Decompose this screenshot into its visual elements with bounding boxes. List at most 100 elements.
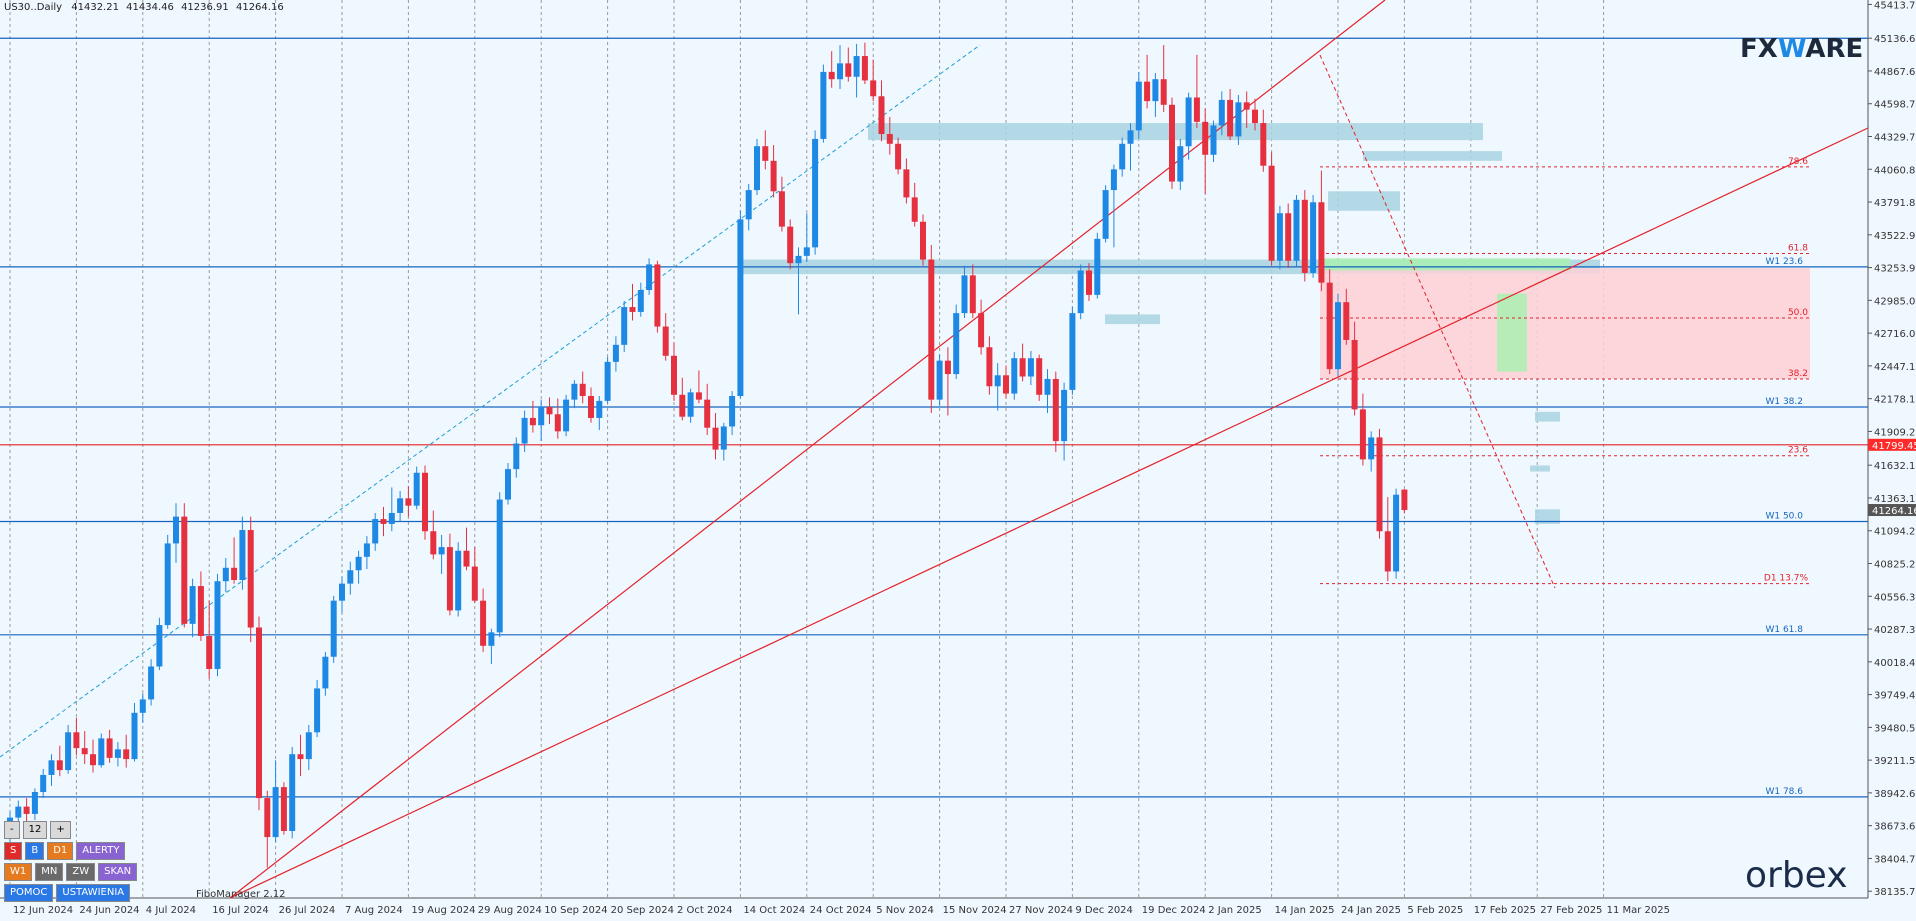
candle (803, 213, 810, 262)
candle-body (521, 417, 528, 444)
candle-body (1376, 437, 1383, 532)
candle (471, 547, 478, 604)
panel-row-3: POMOC USTAWIENIA (4, 884, 137, 902)
candle-body (173, 516, 179, 544)
fib-level-label: 23.6 (1788, 446, 1808, 456)
timeframe-d1-button[interactable]: D1 (47, 842, 74, 860)
panel-row-1: S B D1 ALERTY (4, 842, 137, 860)
candle (812, 130, 819, 255)
candle-body (729, 395, 736, 427)
candle-body (513, 443, 520, 470)
candle-body (339, 583, 345, 601)
candle (629, 283, 636, 321)
decrease-button[interactable]: - (4, 821, 20, 839)
y-tick-label: 43253.95 (1874, 264, 1916, 275)
candle-body (1177, 146, 1184, 182)
y-tick-label: 38404.70 (1874, 854, 1916, 865)
candle-body (231, 567, 238, 580)
candle (554, 398, 561, 439)
candle-body (380, 519, 387, 524)
increase-button[interactable]: + (50, 821, 71, 839)
timeframe-mn-button[interactable]: MN (35, 863, 64, 881)
panel-row-2: W1 MN ZW SKAN (4, 863, 138, 881)
period-value[interactable]: 12 (22, 821, 48, 839)
candle-body (903, 169, 910, 198)
candle-body (953, 313, 960, 375)
zw-button[interactable]: ZW (66, 863, 96, 881)
candle (1285, 203, 1292, 269)
candle-body (239, 530, 246, 580)
candle-body (944, 360, 951, 375)
candle (90, 739, 96, 773)
candle (1218, 91, 1225, 136)
candle (679, 377, 686, 421)
candle-body (870, 80, 877, 97)
candle-body (347, 570, 354, 584)
candle-body (438, 547, 445, 555)
y-tick-label: 41632.10 (1874, 461, 1916, 472)
candle (98, 733, 105, 768)
settings-button[interactable]: USTAWIENIA (56, 884, 131, 902)
candle-body (1094, 238, 1101, 295)
candle-body (1218, 99, 1225, 126)
scan-button[interactable]: SKAN (98, 863, 138, 881)
y-tick-label: 44329.75 (1874, 132, 1916, 143)
candle (438, 534, 445, 574)
y-tick-label: 43522.90 (1874, 231, 1916, 242)
candle-body (189, 586, 196, 624)
candle-body (612, 344, 619, 362)
sell-button[interactable]: S (4, 842, 23, 860)
symbol-label: US30..Daily (4, 2, 63, 13)
candle-body (1310, 202, 1317, 273)
candle-body (538, 406, 545, 426)
price-zone (1320, 258, 1570, 271)
candle (1401, 489, 1408, 514)
candle-body (123, 749, 130, 760)
candle (513, 437, 520, 478)
candle-body (1077, 270, 1084, 314)
candle (305, 724, 312, 771)
candle-body (505, 469, 511, 500)
candle (1110, 164, 1117, 248)
candle (1027, 350, 1034, 386)
candle-body (430, 531, 437, 555)
fxware-logo-are: ARE (1805, 34, 1864, 64)
x-tick-label: 17 Feb 2025 (1474, 905, 1536, 916)
candle-body (687, 392, 694, 417)
candle (123, 734, 130, 768)
candle-body (463, 550, 470, 567)
candle-body (15, 806, 22, 818)
candle (1061, 382, 1068, 461)
candle-body (845, 63, 852, 77)
candle-body (1160, 79, 1167, 105)
candle (1326, 269, 1333, 375)
timeframe-w1-button[interactable]: W1 (4, 863, 33, 881)
candle (330, 595, 337, 663)
candle (280, 782, 287, 835)
candle (646, 258, 653, 295)
candle-body (1293, 199, 1300, 261)
alerts-button[interactable]: ALERTY (76, 842, 126, 860)
buy-button[interactable]: B (25, 842, 45, 860)
candle-body (48, 760, 55, 775)
indicator-name-label: FiboManager 2.12 (196, 889, 286, 900)
y-tick-label: 41094.20 (1874, 527, 1916, 538)
price-label-text: 41799.45 (1872, 441, 1916, 452)
candle-body (596, 400, 603, 418)
price-label-text: 41264.16 (1872, 506, 1916, 517)
candle-body (397, 498, 404, 513)
orbex-logo: orbex (1745, 855, 1848, 896)
candle (65, 724, 72, 774)
price-zone (868, 123, 1483, 141)
candle (455, 542, 462, 617)
candle-body (654, 264, 661, 327)
candle-body (56, 760, 63, 771)
candle (720, 422, 727, 461)
candle-body (1110, 169, 1117, 191)
help-button[interactable]: POMOC (4, 884, 54, 902)
y-tick-label: 38673.65 (1874, 822, 1916, 833)
y-tick-label: 42985.00 (1874, 296, 1916, 307)
candle (1393, 488, 1400, 579)
candle-body (1086, 270, 1092, 295)
